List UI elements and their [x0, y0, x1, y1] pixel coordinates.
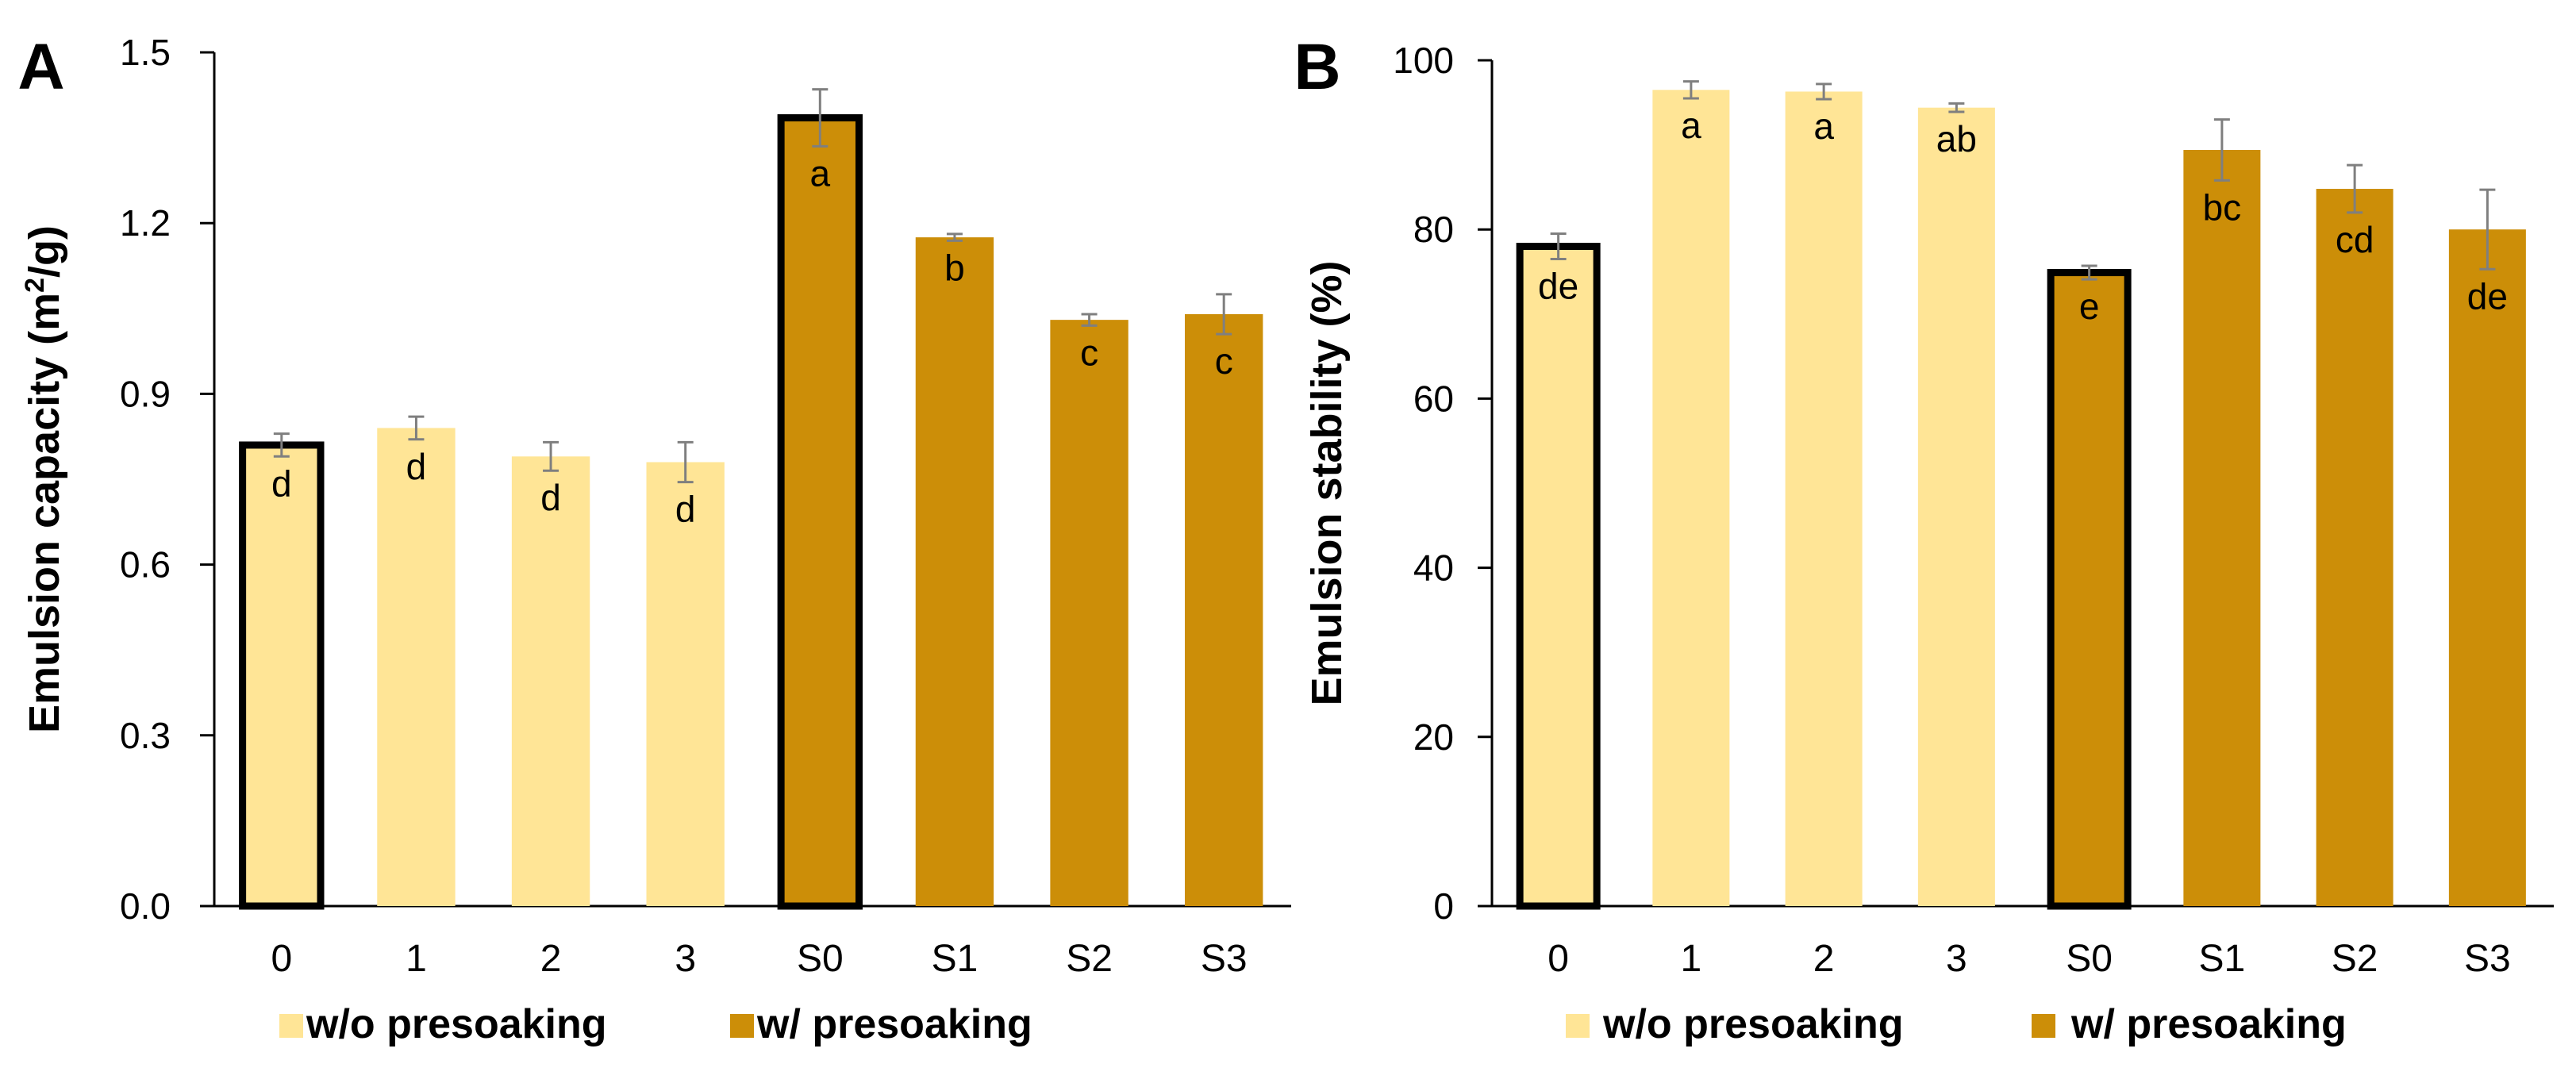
- bar-s2: [2316, 189, 2393, 907]
- significance-letter-s2: cd: [2336, 219, 2374, 260]
- significance-letter-s3: de: [2467, 275, 2508, 317]
- bar-2: [1785, 91, 1863, 906]
- y-tick-label: 1.2: [120, 202, 171, 244]
- legend-swatch-with-presoaking: [2032, 1014, 2055, 1038]
- bar-s0: [777, 113, 863, 910]
- x-tick-label-s2: S2: [2332, 938, 2378, 980]
- legend-label-with-presoaking: w/ presoaking: [756, 1001, 1032, 1047]
- x-tick-label-2: 2: [1813, 938, 1835, 980]
- y-axis-label-main: Emulsion stability (%): [1303, 260, 1351, 705]
- significance-letter-s3: c: [1215, 340, 1233, 382]
- y-axis-label-end: /g): [21, 225, 68, 278]
- x-tick-label-0: 0: [271, 938, 292, 980]
- y-tick-label: 40: [1413, 547, 1454, 589]
- x-tick-label-s3: S3: [2464, 938, 2511, 980]
- y-tick-label: 80: [1413, 209, 1454, 250]
- y-axis-label-sup: 2: [20, 278, 50, 293]
- significance-letter-s2: c: [1080, 332, 1098, 373]
- y-axis-label-main: Emulsion capacity (m: [21, 293, 68, 733]
- x-tick-label-s2: S2: [1066, 938, 1113, 980]
- x-tick-label-3: 3: [1946, 938, 1967, 980]
- significance-letter-s0: a: [810, 152, 831, 194]
- panel-label: A: [17, 31, 64, 103]
- y-tick-label: 0.6: [120, 544, 171, 586]
- y-tick-label: 0.0: [120, 885, 171, 927]
- significance-letter-1: a: [1681, 105, 1701, 146]
- bar-3: [1917, 107, 1995, 907]
- legend-label-without-presoaking: w/o presoaking: [1602, 1001, 1904, 1047]
- panel-label: B: [1294, 31, 1340, 103]
- legend-label-without-presoaking: w/o presoaking: [306, 1001, 607, 1047]
- bar-s2: [1050, 320, 1128, 906]
- bar-0: [239, 441, 325, 910]
- significance-letter-3: ab: [1936, 118, 1977, 159]
- y-axis-label: Emulsion stability (%): [1303, 260, 1351, 705]
- significance-letter-s1: b: [944, 247, 965, 288]
- bar-1: [377, 428, 456, 906]
- legend-swatch-without-presoaking: [279, 1014, 303, 1038]
- x-tick-label-1: 1: [1681, 938, 1702, 980]
- x-tick-label-s3: S3: [1201, 938, 1248, 980]
- panel-b: B Emulsion stability (%) 0 20 40 60 80 100 de 0 a 1…: [1294, 31, 2554, 1047]
- y-tick-label: 100: [1393, 40, 1454, 81]
- significance-letter-s1: bc: [2203, 186, 2242, 228]
- significance-letter-1: d: [406, 446, 427, 487]
- bar-2: [511, 456, 590, 906]
- bar-1: [1652, 90, 1730, 906]
- x-tick-label-3: 3: [675, 938, 696, 980]
- y-tick-label: 20: [1413, 716, 1454, 758]
- bar-s3: [2448, 229, 2526, 906]
- x-tick-label-s1: S1: [932, 938, 978, 980]
- significance-letter-0: de: [1538, 266, 1578, 307]
- bar-s0: [2047, 269, 2132, 910]
- bar-s1: [915, 237, 994, 907]
- x-tick-label-s1: S1: [2199, 938, 2246, 980]
- legend-label-with-presoaking: w/ presoaking: [2070, 1001, 2347, 1047]
- significance-letter-0: d: [271, 463, 292, 504]
- legend-swatch-without-presoaking: [1566, 1014, 1590, 1038]
- bar-0: [1516, 243, 1601, 910]
- significance-letter-2: d: [540, 477, 561, 518]
- significance-letter-2: a: [1813, 106, 1834, 147]
- x-tick-label-0: 0: [1548, 938, 1569, 980]
- x-tick-label-1: 1: [406, 938, 427, 980]
- x-tick-label-s0: S0: [2066, 938, 2113, 980]
- y-tick-label: 60: [1413, 378, 1454, 419]
- y-tick-label: 1.5: [120, 32, 171, 73]
- y-axis-label: Emulsion capacity (m2/g): [20, 225, 68, 733]
- y-tick-label: 0.3: [120, 715, 171, 756]
- y-tick-label: 0: [1433, 885, 1454, 927]
- significance-letter-s0: e: [2079, 286, 2100, 327]
- significance-letter-3: d: [675, 489, 696, 530]
- x-tick-label-s0: S0: [797, 938, 844, 980]
- x-tick-label-2: 2: [540, 938, 562, 980]
- y-tick-label: 0.9: [120, 373, 171, 414]
- bar-s3: [1184, 313, 1263, 906]
- bar-3: [646, 462, 725, 906]
- legend-swatch-with-presoaking: [730, 1014, 754, 1038]
- bar-s1: [2183, 149, 2261, 907]
